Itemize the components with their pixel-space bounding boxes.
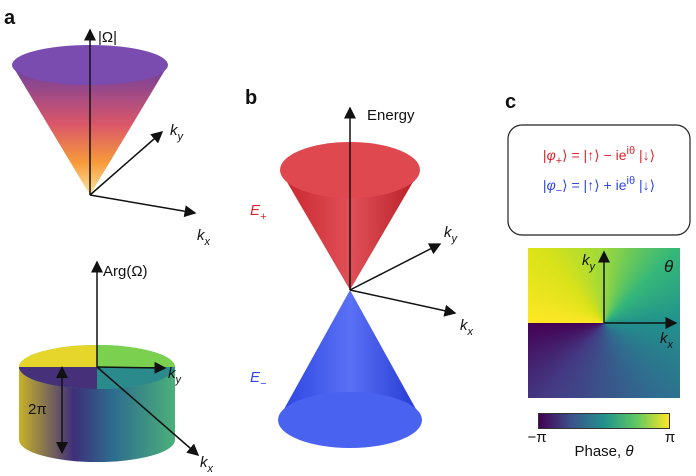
figure-svg: a |Ω| ky kx Arg(Ω) ky kx 2π b Energy E+ … <box>0 0 696 476</box>
axis <box>350 290 455 313</box>
label-sub: y <box>589 261 597 273</box>
axis-label: Arg(Ω) <box>103 263 148 280</box>
equation: |φ−⟩ = |↑⟩ + ieiθ |↓⟩ <box>543 175 655 197</box>
equation: |φ+⟩ = |↑⟩ − ieiθ |↓⟩ <box>543 145 655 167</box>
disk-sector <box>19 345 97 367</box>
label-sub: x <box>467 326 474 338</box>
equation-part: iθ <box>627 175 636 187</box>
axis-label: |Ω| <box>98 29 117 46</box>
colorbar-min: −π <box>527 429 546 446</box>
axis-label: kx <box>660 330 674 351</box>
label-symbol: θ <box>625 443 633 460</box>
label: Arg(Ω) <box>103 263 148 280</box>
axis-label: kx <box>460 317 474 338</box>
equation-part: |↓⟩ <box>635 177 655 193</box>
colorbar-label: Phase, θ <box>574 443 633 460</box>
axis <box>90 195 195 213</box>
label-sub: + <box>260 211 267 223</box>
label-sub: − <box>260 378 267 390</box>
axis-label: ky <box>444 224 459 245</box>
label-sub: x <box>204 236 211 248</box>
figure: a |Ω| ky kx Arg(Ω) ky kx 2π b Energy E+ … <box>0 0 696 476</box>
panel-label: a <box>4 7 16 29</box>
lower-cone-bottom <box>278 392 422 448</box>
band-label: E+ <box>250 202 267 223</box>
equation-part: φ <box>547 147 556 163</box>
label-sub: y <box>451 233 459 245</box>
label-sub: y <box>177 131 185 143</box>
equation-part: |↓⟩ <box>635 147 655 163</box>
axis <box>97 367 165 368</box>
label-sub: x <box>667 339 674 351</box>
label-sub: y <box>175 374 183 386</box>
equation-part: ⟩ = |↑⟩ + ie <box>562 177 627 193</box>
panel-label: b <box>245 87 257 109</box>
equation-part: φ <box>547 177 556 193</box>
equation-part: ⟩ = |↑⟩ − ie <box>562 147 627 163</box>
panel-label: c <box>505 91 516 113</box>
axis-label: kx <box>200 454 214 475</box>
colorbar-max: π <box>665 429 675 446</box>
axis-label: ky <box>582 252 597 273</box>
band-label: E− <box>250 369 267 390</box>
label-sub: x <box>207 463 214 475</box>
disk-sector <box>97 345 175 367</box>
axis-label: ky <box>170 122 185 143</box>
height-label: 2π <box>28 401 47 418</box>
equation-part: iθ <box>627 145 636 157</box>
axis-label: kx <box>197 227 211 248</box>
angle-label: θ <box>664 257 674 276</box>
axis-label: Energy <box>367 107 415 124</box>
label: Phase, <box>574 443 625 460</box>
